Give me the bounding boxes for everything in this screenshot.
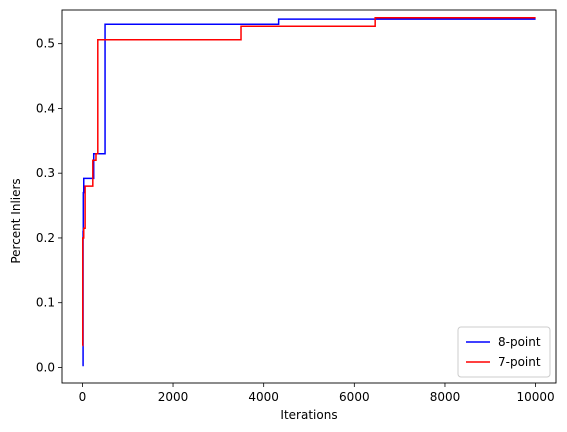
y-tick-label: 0.5 <box>36 37 55 51</box>
x-tick-label: 4000 <box>248 390 279 404</box>
x-tick-label: 6000 <box>339 390 370 404</box>
plot-area <box>82 17 536 367</box>
y-tick-label: 0.0 <box>36 360 55 374</box>
series-line-7-point <box>82 17 536 347</box>
legend: 8-point 7-point <box>457 326 551 378</box>
x-tick-label: 2000 <box>158 390 189 404</box>
legend-entry-label: 8-point <box>498 335 541 349</box>
x-axis-ticks: 0 2000 4000 6000 8000 10000 <box>79 383 555 404</box>
y-tick-label: 0.2 <box>36 231 55 245</box>
x-axis-label: Iterations <box>280 408 337 422</box>
x-tick-label: 10000 <box>517 390 555 404</box>
y-tick-label: 0.4 <box>36 101 55 115</box>
x-tick-label: 8000 <box>430 390 461 404</box>
legend-box <box>457 326 551 378</box>
series-line-8-point <box>82 18 536 367</box>
y-tick-label: 0.3 <box>36 166 55 180</box>
x-tick-label: 0 <box>79 390 87 404</box>
plot-frame <box>61 9 557 384</box>
legend-entry-label: 7-point <box>498 355 541 369</box>
y-axis-label: Percent Inliers <box>9 178 23 263</box>
y-tick-label: 0.1 <box>36 296 55 310</box>
y-axis-ticks: 0.0 0.1 0.2 0.3 0.4 0.5 <box>36 37 62 374</box>
